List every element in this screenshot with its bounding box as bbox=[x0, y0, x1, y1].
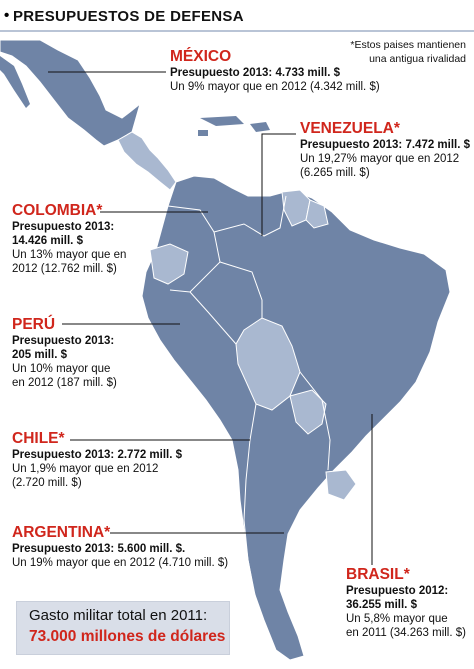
label-peru: PERÚ Presupuesto 2013: 205 mill. $ Un 10… bbox=[12, 316, 117, 390]
colombia-budget-1: Presupuesto 2013: bbox=[12, 221, 115, 233]
caribbean-islands-3 bbox=[198, 130, 208, 136]
brasil-name: BRASIL* bbox=[346, 566, 410, 583]
paraguay-shape bbox=[289, 389, 327, 435]
uruguay-shape bbox=[325, 469, 357, 501]
central-america-shape bbox=[117, 131, 177, 191]
brasil-note2: en 2011 (34.263 mill. $) bbox=[346, 627, 466, 639]
total-spending-box: Gasto militar total en 2011: 73.000 mill… bbox=[16, 601, 230, 655]
bolivia-shape bbox=[235, 317, 301, 411]
venezuela-budget: Presupuesto 2013: 7.472 mill. $ bbox=[300, 139, 471, 151]
chile-note1: Un 1,9% mayor que en 2012 bbox=[12, 463, 159, 475]
label-mexico: MÉXICO Presupuesto 2013: 4.733 mill. $ U… bbox=[170, 48, 380, 94]
venezuela-note2: (6.265 mill. $) bbox=[300, 167, 370, 179]
venezuela-note1: Un 19,27% mayor que en 2012 bbox=[300, 153, 460, 165]
footnote-line1: *Estos paises mantienen bbox=[350, 39, 466, 51]
caribbean-islands bbox=[200, 116, 244, 126]
brasil-note1: Un 5,8% mayor que bbox=[346, 613, 448, 625]
label-argentina: ARGENTINA* Presupuesto 2013: 5.600 mill.… bbox=[12, 524, 228, 570]
peru-note1: Un 10% mayor que bbox=[12, 363, 111, 375]
baja-shape bbox=[0, 56, 30, 108]
argentina-budget: Presupuesto 2013: 5.600 mill. $. bbox=[12, 543, 186, 555]
venezuela-name: VENEZUELA* bbox=[300, 120, 400, 137]
footnote-line2: una antigua rivalidad bbox=[369, 53, 466, 65]
peru-note2: en 2012 (187 mill. $) bbox=[12, 377, 117, 389]
mexico-budget: Presupuesto 2013: 4.733 mill. $ bbox=[170, 67, 341, 79]
brasil-budget-1: Presupuesto 2012: bbox=[346, 585, 449, 597]
header-bar: • PRESUPUESTOS DE DEFENSA bbox=[0, 0, 474, 32]
argentina-name: ARGENTINA* bbox=[12, 524, 111, 541]
suriname-shape bbox=[305, 199, 329, 229]
colombia-budget-2: 14.426 mill. $ bbox=[12, 235, 83, 247]
mexico-note: Un 9% mayor que en 2012 (4.342 mill. $) bbox=[170, 81, 380, 93]
label-brasil: BRASIL* Presupuesto 2012: 36.255 mill. $… bbox=[346, 566, 466, 640]
colombia-name: COLOMBIA* bbox=[12, 202, 103, 219]
label-chile: CHILE* Presupuesto 2013: 2.772 mill. $ U… bbox=[12, 430, 182, 490]
chile-budget: Presupuesto 2013: 2.772 mill. $ bbox=[12, 449, 183, 461]
colombia-note2: 2012 (12.762 mill. $) bbox=[12, 263, 117, 275]
border-colombia bbox=[167, 205, 221, 293]
page-title: PRESUPUESTOS DE DEFENSA bbox=[13, 8, 244, 25]
rivalry-footnote: *Estos paises mantienen una antigua riva… bbox=[350, 38, 466, 66]
ecuador-shape bbox=[149, 243, 189, 285]
border-peru bbox=[189, 291, 237, 345]
colombia-note1: Un 13% mayor que en bbox=[12, 249, 127, 261]
border-argentina-brazil bbox=[299, 371, 331, 471]
leader-venezuela bbox=[261, 133, 296, 236]
peru-name: PERÚ bbox=[12, 316, 56, 333]
chile-name: CHILE* bbox=[12, 430, 65, 447]
peru-budget-1: Presupuesto 2013: bbox=[12, 335, 115, 347]
border-venezuela bbox=[213, 195, 287, 237]
mexico-name: MÉXICO bbox=[170, 48, 232, 65]
label-venezuela: VENEZUELA* Presupuesto 2013: 7.472 mill.… bbox=[300, 120, 470, 180]
label-colombia: COLOMBIA* Presupuesto 2013: 14.426 mill.… bbox=[12, 202, 126, 276]
brasil-budget-2: 36.255 mill. $ bbox=[346, 599, 417, 611]
total-line1: Gasto militar total en 2011: bbox=[29, 607, 208, 624]
latin-america-map bbox=[0, 39, 451, 661]
chile-note2: (2.720 mill. $) bbox=[12, 477, 82, 489]
total-line2: 73.000 millones de dólares bbox=[29, 628, 226, 645]
argentina-note: Un 19% mayor que en 2012 (4.710 mill. $) bbox=[12, 557, 229, 569]
peru-budget-2: 205 mill. $ bbox=[12, 349, 67, 361]
border-brazil-west bbox=[219, 261, 263, 318]
caribbean-islands-2 bbox=[250, 122, 270, 132]
bullet: • bbox=[4, 7, 10, 24]
